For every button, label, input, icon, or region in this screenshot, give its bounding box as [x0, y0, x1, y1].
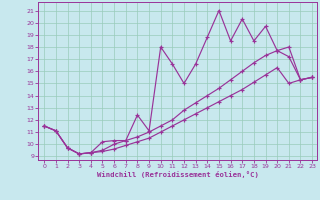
X-axis label: Windchill (Refroidissement éolien,°C): Windchill (Refroidissement éolien,°C): [97, 171, 259, 178]
